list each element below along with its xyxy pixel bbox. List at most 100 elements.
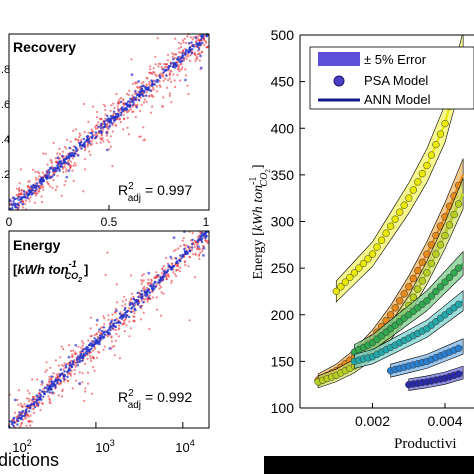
- psa-model-marker: [432, 287, 440, 296]
- energy-red-point: [188, 256, 191, 259]
- energy-red-point: [177, 268, 180, 272]
- energy-red-point: [28, 397, 31, 400]
- energy-blue-point: [85, 345, 89, 349]
- recovery-red-point: [46, 163, 49, 166]
- recovery-red-point: [151, 86, 155, 89]
- energy-red-point: [182, 237, 185, 240]
- recovery-red-point: [52, 141, 55, 144]
- energy-red-point: [166, 277, 169, 280]
- energy-red-point: [123, 295, 126, 298]
- psa-model-marker: [418, 258, 426, 266]
- recovery-blue-point: [132, 101, 135, 104]
- energy-blue-point: [47, 388, 50, 391]
- energy-red-point: [63, 362, 66, 365]
- recovery-blue-point: [17, 203, 20, 207]
- recovery-blue-point: [188, 46, 192, 49]
- energy-blue-outlier: [76, 363, 80, 367]
- energy-red-point: [104, 273, 107, 277]
- recovery-red-point: [69, 167, 72, 170]
- legend-label: ± 5% Error: [364, 52, 427, 67]
- energy-red-point: [79, 351, 82, 354]
- energy-red-point: [60, 395, 64, 398]
- recovery-red-point: [174, 37, 177, 40]
- recovery-blue-point: [129, 97, 132, 101]
- energy-blue-point: [176, 261, 179, 265]
- energy-red-point: [35, 378, 39, 381]
- energy-blue-point: [144, 292, 147, 295]
- energy-red-point: [92, 366, 95, 369]
- recovery-blue-point: [103, 125, 106, 129]
- energy-blue-point: [13, 416, 16, 420]
- recovery-red-point: [177, 41, 181, 44]
- psa-model-marker: [423, 161, 431, 170]
- recovery-blue-point: [168, 64, 172, 68]
- productivity-ytick-label: 100: [271, 400, 295, 416]
- recovery-red-point: [204, 40, 207, 43]
- energy-red-point: [179, 266, 182, 269]
- psa-model-marker: [436, 130, 445, 138]
- energy-red-point: [15, 415, 18, 418]
- predictions-axis-label: dictions: [0, 450, 59, 470]
- energy-blue-point: [69, 361, 72, 365]
- energy-red-point: [113, 354, 116, 357]
- energy-red-point: [123, 321, 126, 324]
- recovery-red-point: [142, 80, 145, 84]
- recovery-blue-point: [75, 147, 78, 150]
- recovery-red-point: [50, 161, 54, 164]
- recovery-red-point: [148, 83, 151, 86]
- recovery-blue-point: [18, 195, 21, 199]
- energy-blue-point: [45, 387, 49, 390]
- recovery-red-point: [165, 63, 168, 66]
- energy-blue-point: [25, 410, 28, 413]
- recovery-blue-point: [173, 62, 177, 65]
- energy-blue-point: [136, 291, 139, 295]
- recovery-red-point: [179, 63, 182, 66]
- energy-blue-point: [51, 391, 54, 394]
- recovery-blue-outlier: [199, 54, 203, 58]
- recovery-red-point: [112, 112, 115, 115]
- recovery-red-point: [126, 126, 129, 129]
- recovery-red-point: [60, 194, 63, 197]
- energy-blue-point: [183, 248, 186, 251]
- recovery-red-point: [28, 186, 31, 189]
- energy-red-point: [78, 371, 81, 374]
- recovery-blue-point: [177, 56, 180, 59]
- recovery-blue-point: [45, 177, 49, 180]
- recovery-blue-point: [181, 59, 184, 63]
- recovery-red-point: [105, 126, 109, 129]
- recovery-blue-point: [151, 80, 154, 83]
- energy-red-point: [59, 356, 62, 359]
- psa-model-marker: [405, 194, 413, 202]
- energy-blue-point: [147, 290, 150, 293]
- energy-blue-point: [154, 281, 157, 284]
- recovery-red-point: [122, 102, 125, 106]
- recovery-red-point: [95, 124, 98, 127]
- energy-red-point: [206, 242, 209, 245]
- energy-blue-outlier: [202, 246, 206, 250]
- recovery-red-point: [100, 138, 103, 141]
- recovery-red-point: [134, 82, 137, 85]
- energy-blue-point: [113, 319, 116, 322]
- energy-blue-point: [187, 245, 190, 248]
- productivity-ytick-label: 500: [271, 27, 295, 43]
- recovery-blue-point: [107, 117, 111, 120]
- productivity-ytick-label: 450: [271, 74, 295, 90]
- recovery-blue-point: [84, 140, 87, 143]
- recovery-blue-point: [68, 152, 72, 155]
- recovery-red-point: [160, 66, 163, 69]
- energy-blue-point: [140, 289, 143, 292]
- energy-blue-point: [59, 378, 62, 382]
- recovery-blue-point: [187, 42, 191, 45]
- energy-red-point: [124, 303, 127, 306]
- recovery-red-point: [65, 168, 68, 171]
- energy-red-point: [116, 317, 119, 320]
- recovery-red-point: [94, 127, 98, 130]
- energy-red-point: [196, 248, 199, 251]
- energy-red-point: [62, 365, 65, 368]
- recovery-red-point: [90, 140, 93, 143]
- recovery-red-point: [131, 110, 134, 113]
- recovery-red-point: [91, 105, 95, 108]
- energy-blue-point: [48, 391, 51, 394]
- productivity-ticks: 100 150 200 250 300 350 400 450 500 0.002 0.004: [271, 27, 463, 429]
